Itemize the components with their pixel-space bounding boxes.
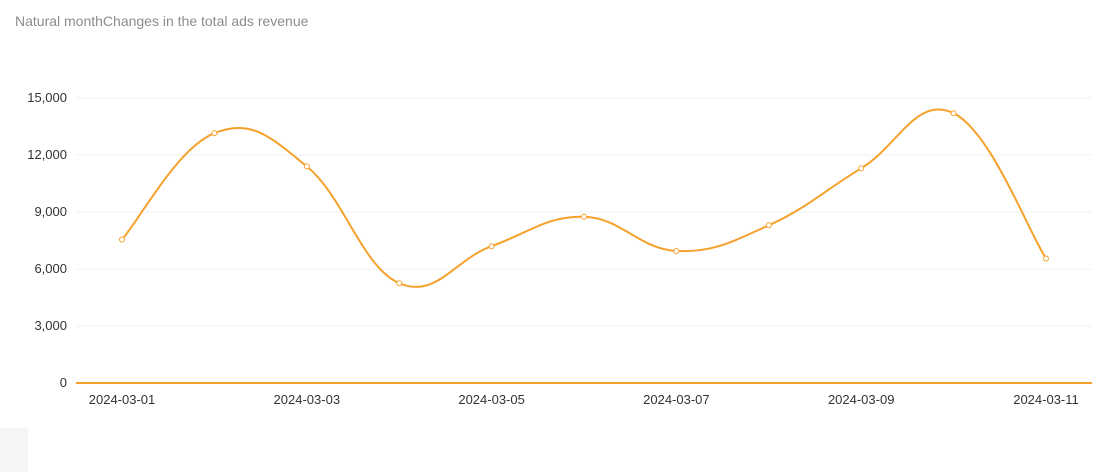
grid-lines [76, 97, 1092, 327]
corner-panel [0, 428, 28, 472]
data-point[interactable] [488, 243, 495, 250]
x-tick-label: 2024-03-07 [643, 392, 710, 407]
x-tick-label: 2024-03-01 [89, 392, 156, 407]
data-point[interactable] [950, 110, 957, 117]
x-tick-label: 2024-03-11 [1013, 392, 1079, 407]
data-point[interactable] [673, 247, 680, 254]
data-point[interactable] [119, 236, 125, 243]
y-tick-label: 6,000 [34, 261, 67, 276]
data-points [119, 110, 1049, 287]
data-point[interactable] [303, 163, 310, 170]
y-tick-label: 12,000 [27, 147, 67, 162]
y-tick-label: 0 [60, 375, 67, 390]
series-line [121, 108, 1047, 288]
y-tick-label: 3,000 [34, 318, 67, 333]
x-tick-label: 2024-03-05 [458, 392, 525, 407]
data-point[interactable] [396, 280, 403, 287]
data-point[interactable] [581, 213, 587, 220]
data-point[interactable] [1043, 255, 1049, 262]
data-point[interactable] [211, 130, 218, 137]
data-point[interactable] [765, 222, 772, 229]
x-axis-ticks: 2024-03-01 2024-03-03 2024-03-05 2024-03-07… [89, 392, 1079, 407]
chart-title: Natural monthChanges in the total ads re… [15, 13, 309, 29]
x-tick-label: 2024-03-09 [828, 392, 895, 407]
y-axis-ticks: 0 3,000 6,000 9,000 12,000 15,000 [27, 90, 67, 390]
data-point[interactable] [858, 165, 865, 172]
y-tick-label: 9,000 [34, 204, 67, 219]
y-tick-label: 15,000 [27, 90, 67, 105]
x-tick-label: 2024-03-03 [274, 392, 341, 407]
